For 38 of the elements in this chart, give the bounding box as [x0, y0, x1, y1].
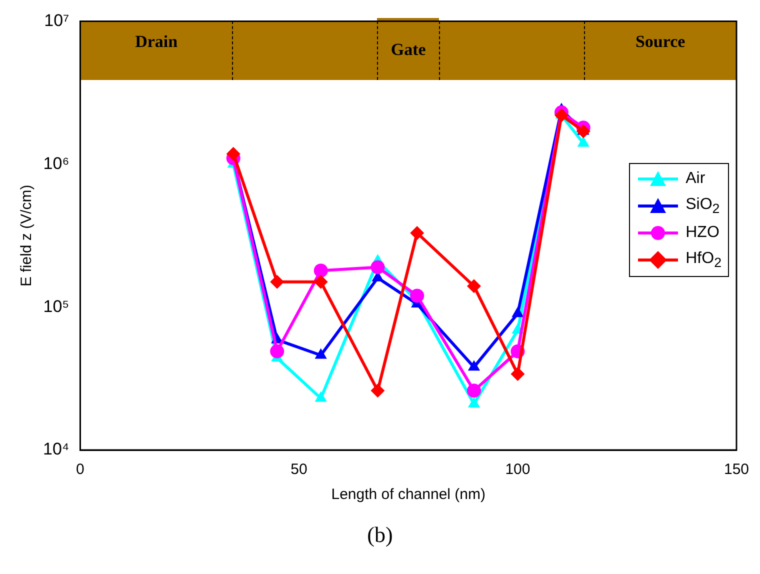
point	[468, 396, 480, 408]
point	[314, 274, 328, 289]
x-tick-label: 100	[505, 461, 530, 478]
legend-label: SiO$_{2}$	[686, 196, 720, 216]
legend-label: HZO	[686, 224, 720, 242]
x-tick-label: 150	[724, 461, 749, 478]
annotation: Gate	[390, 40, 427, 60]
legend-label: HfO$_{2}$	[686, 250, 722, 270]
device-strip: Drain Gate Source	[80, 18, 736, 80]
point	[466, 384, 481, 398]
point	[510, 367, 525, 382]
point	[466, 279, 481, 294]
legend-label: Air	[686, 170, 706, 188]
x-tick-label: 0	[76, 461, 84, 478]
point	[370, 260, 385, 274]
y-axis-title: E field z (V/cm)	[18, 184, 36, 286]
y-tick-label: 10⁴	[42, 440, 70, 459]
point	[314, 264, 328, 278]
point	[226, 146, 240, 161]
y-tick-label: 10⁵	[43, 296, 70, 316]
annotation: Source	[634, 32, 686, 52]
point	[314, 348, 327, 359]
point	[410, 226, 424, 240]
point	[314, 391, 327, 402]
point	[270, 274, 284, 289]
x-axis-title: Length of channel (nm)	[331, 486, 486, 504]
x-tick-label: 50	[290, 461, 308, 478]
point	[512, 306, 524, 318]
point	[576, 124, 590, 138]
point	[410, 288, 424, 303]
text: (b)	[366, 522, 394, 548]
point	[554, 108, 568, 122]
point	[270, 344, 284, 358]
annotation: Drain	[134, 32, 179, 52]
y-tick-label: 10⁷	[44, 10, 70, 30]
y-tick-label: 10⁶	[43, 154, 70, 173]
point	[370, 384, 385, 398]
point	[468, 360, 480, 371]
